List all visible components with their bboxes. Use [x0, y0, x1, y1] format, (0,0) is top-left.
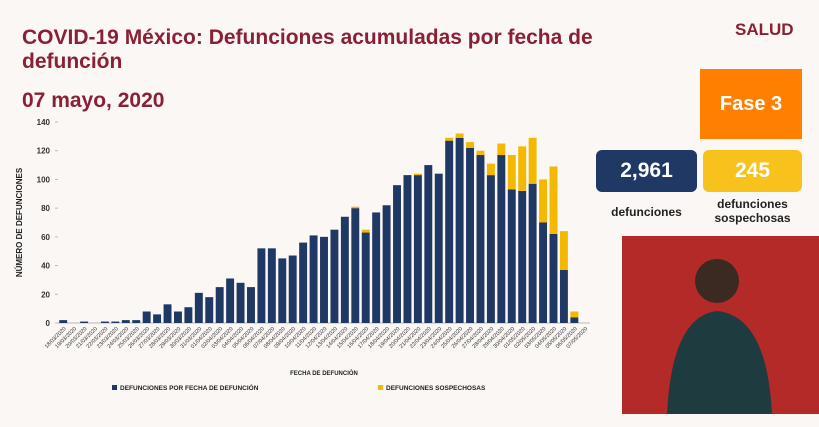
bar	[236, 282, 245, 323]
bar	[257, 248, 266, 323]
bar	[476, 150, 485, 156]
bar	[382, 205, 391, 323]
bar	[549, 166, 558, 234]
y-axis-title: NÚMERO DE DEFUNCIONES	[15, 167, 24, 277]
head	[695, 259, 739, 303]
bar	[163, 304, 172, 323]
y-tick-label: 60	[41, 233, 50, 242]
bar	[330, 229, 339, 323]
suspected-box: 245	[703, 150, 802, 192]
bar	[539, 179, 548, 223]
bar	[570, 311, 579, 318]
suspected-label: defunciones sospechosas	[714, 197, 791, 225]
bar	[403, 175, 412, 323]
bar	[413, 175, 422, 323]
y-tick-label: 140	[37, 118, 51, 127]
bar	[549, 233, 558, 323]
bar	[445, 140, 454, 323]
legend-swatch	[378, 385, 383, 390]
bar	[559, 231, 568, 270]
bar	[142, 311, 151, 323]
bar	[528, 137, 537, 184]
bar	[351, 208, 360, 323]
y-tick-label: 80	[41, 204, 50, 213]
bar	[455, 137, 464, 323]
bar	[559, 269, 568, 323]
bar	[434, 173, 443, 323]
bar	[299, 242, 308, 323]
deaths-label: defunciones	[611, 205, 682, 219]
bar	[320, 236, 328, 323]
legend-label: DEFUNCIONES POR FECHA DE DEFUNCIÓN	[120, 383, 259, 392]
bar	[361, 232, 370, 323]
bar	[497, 143, 506, 156]
bar	[570, 317, 579, 323]
bar	[361, 229, 370, 233]
bar	[445, 137, 454, 141]
bar	[340, 216, 349, 323]
bar	[205, 297, 214, 323]
date: 07 mayo, 2020	[22, 89, 165, 112]
bar	[466, 142, 475, 148]
bar	[497, 155, 506, 323]
interpreter	[667, 259, 772, 414]
bar	[100, 321, 109, 323]
bar	[184, 307, 193, 323]
bar	[476, 155, 485, 323]
bar	[121, 320, 130, 323]
logo: SALUD	[735, 20, 794, 39]
bar	[507, 155, 516, 190]
bar	[528, 183, 537, 323]
bar	[288, 255, 297, 323]
bar	[132, 320, 141, 323]
bar	[486, 163, 495, 176]
deaths-box: 2,961	[596, 150, 697, 192]
x-axis-title: FECHA DE DEFUNCIÓN	[290, 369, 358, 377]
bar	[278, 258, 287, 323]
bar	[173, 311, 182, 323]
legend-swatch	[112, 385, 117, 390]
title: COVID-19 México: Defunciones acumuladas …	[22, 26, 593, 73]
bar	[518, 190, 527, 323]
bar	[486, 175, 495, 323]
bar	[194, 292, 203, 323]
bar	[59, 320, 68, 323]
y-tick-label: 0	[46, 319, 51, 328]
legend-label: DEFUNCIONES SOSPECHOSAS	[386, 385, 486, 392]
bar	[153, 314, 162, 323]
y-tick-label: 100	[37, 175, 51, 184]
bar	[351, 206, 360, 209]
interpreter-video	[622, 236, 819, 414]
bar	[372, 212, 381, 323]
bar	[539, 222, 548, 323]
y-tick-label: 40	[41, 262, 50, 271]
body	[667, 311, 772, 414]
bar	[424, 165, 433, 323]
bar	[518, 146, 527, 191]
bar	[393, 185, 401, 323]
bar	[455, 133, 464, 138]
bar	[309, 235, 318, 323]
bar	[267, 248, 276, 323]
bar	[215, 287, 224, 323]
bar	[226, 278, 235, 323]
bar	[247, 287, 255, 323]
phase-box: Fase 3	[700, 69, 802, 139]
bar	[507, 189, 516, 323]
bar	[111, 321, 120, 323]
bar	[413, 173, 422, 176]
bar	[466, 147, 475, 323]
bar	[80, 321, 89, 323]
y-tick-label: 20	[41, 290, 50, 299]
chart: 0 20 40 60 80 100 120 140 NÚMERO DE DEFUNCIONES F…	[15, 118, 590, 392]
y-tick-label: 120	[37, 147, 51, 156]
